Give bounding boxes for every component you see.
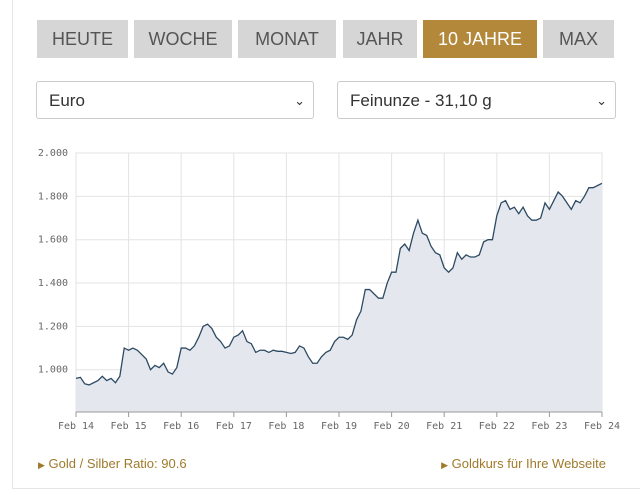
y-tick-label: 1.000 <box>38 365 68 376</box>
currency-select[interactable]: Euro ⌄ <box>36 81 314 119</box>
x-tick-label: Feb 23 <box>531 421 567 432</box>
unit-select[interactable]: Feinunze - 31,10 g ⌄ <box>337 81 616 119</box>
x-tick-label: Feb 24 <box>584 421 620 432</box>
tab[interactable]: MONAT <box>238 20 336 58</box>
tab[interactable]: 10 JAHRE <box>423 20 537 58</box>
tab[interactable]: HEUTE <box>37 20 128 58</box>
x-tick-label: Feb 15 <box>111 421 147 432</box>
x-tick-label: Feb 22 <box>479 421 515 432</box>
widget-link[interactable]: ▶ Goldkurs für Ihre Webseite <box>441 456 606 471</box>
select-arrow: ⌄ <box>294 93 305 108</box>
y-tick-label: 2.000 <box>38 148 68 159</box>
select-value: Feinunze - 31,10 g <box>350 91 492 110</box>
tab[interactable]: JAHR <box>343 20 417 58</box>
widget-frame <box>12 0 640 489</box>
tab[interactable]: MAX <box>543 20 614 58</box>
y-tick-label: 1.200 <box>38 321 68 332</box>
area <box>76 183 602 412</box>
link-text: Gold / Silber Ratio: 90.6 <box>48 456 187 471</box>
tab[interactable]: WOCHE <box>134 20 232 58</box>
link-text: Goldkurs für Ihre Webseite <box>451 456 606 471</box>
x-tick-label: Feb 16 <box>163 421 199 432</box>
select-arrow: ⌄ <box>596 93 607 108</box>
x-tick-label: Feb 20 <box>374 421 410 432</box>
price-line <box>75 182 603 386</box>
y-tick-label: 1.800 <box>38 191 68 202</box>
x-tick-label: Feb 19 <box>321 421 357 432</box>
x-tick-label: Feb 14 <box>58 421 94 432</box>
y-tick-label: 1.400 <box>38 278 68 289</box>
x-tick-label: Feb 18 <box>268 421 304 432</box>
y-tick-label: 1.600 <box>38 235 68 246</box>
x-tick-label: Feb 21 <box>426 421 462 432</box>
x-tick-label: Feb 17 <box>216 421 252 432</box>
select-value: Euro <box>49 91 85 110</box>
ratio-link[interactable]: ▶ Gold / Silber Ratio: 90.6 <box>38 456 187 471</box>
